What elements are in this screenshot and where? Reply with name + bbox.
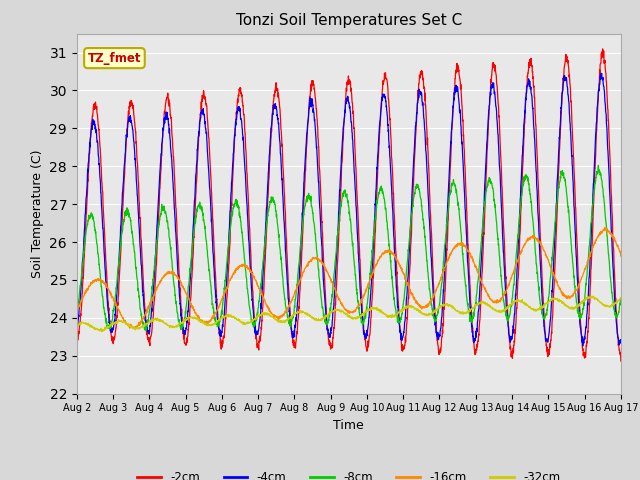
-32cm [376, 308, 384, 314]
Y-axis label: Soil Temperature (C): Soil Temperature (C) [31, 149, 44, 278]
X-axis label: Time: Time [333, 419, 364, 432]
-8cm [376, 185, 384, 191]
-32cm [617, 295, 625, 300]
Line: -8cm: -8cm [77, 166, 621, 331]
-32cm [365, 308, 372, 313]
-16cm [129, 326, 137, 332]
Title: Tonzi Soil Temperatures Set C: Tonzi Soil Temperatures Set C [236, 13, 462, 28]
-4cm [376, 118, 384, 123]
-32cm [507, 302, 515, 308]
-16cm [601, 225, 609, 230]
-4cm [365, 322, 372, 328]
-32cm [225, 314, 232, 320]
-2cm [617, 358, 625, 364]
Line: -16cm: -16cm [77, 228, 621, 329]
-16cm [365, 282, 372, 288]
Legend: -2cm, -4cm, -8cm, -16cm, -32cm: -2cm, -4cm, -8cm, -16cm, -32cm [132, 466, 565, 480]
-8cm [225, 241, 232, 247]
-16cm [584, 258, 592, 264]
-8cm [365, 285, 372, 291]
Line: -2cm: -2cm [77, 49, 621, 361]
-32cm [73, 322, 81, 328]
-4cm [617, 338, 625, 344]
-16cm [225, 281, 232, 287]
-8cm [584, 259, 592, 265]
-2cm [365, 344, 372, 349]
-16cm [376, 254, 384, 260]
-8cm [142, 328, 150, 334]
-8cm [507, 304, 515, 310]
-2cm [225, 267, 232, 273]
-8cm [595, 163, 602, 168]
-4cm [225, 241, 232, 247]
-32cm [569, 304, 577, 310]
-4cm [73, 323, 81, 328]
-16cm [569, 293, 577, 299]
-4cm [584, 294, 592, 300]
-32cm [589, 293, 597, 299]
-4cm [579, 343, 587, 349]
-4cm [598, 71, 605, 76]
-16cm [507, 276, 515, 281]
-16cm [73, 308, 81, 314]
-2cm [599, 46, 607, 52]
-2cm [569, 137, 577, 143]
Line: -4cm: -4cm [77, 73, 621, 346]
Text: TZ_fmet: TZ_fmet [88, 51, 141, 65]
-4cm [569, 171, 577, 177]
-16cm [617, 253, 625, 259]
-8cm [569, 261, 577, 266]
-32cm [584, 295, 592, 300]
Line: -32cm: -32cm [77, 296, 621, 332]
-2cm [376, 123, 384, 129]
-32cm [98, 329, 106, 335]
-4cm [507, 336, 515, 342]
-2cm [507, 346, 515, 352]
-2cm [584, 328, 591, 334]
-8cm [73, 312, 81, 318]
-2cm [73, 337, 81, 343]
-8cm [617, 295, 625, 300]
